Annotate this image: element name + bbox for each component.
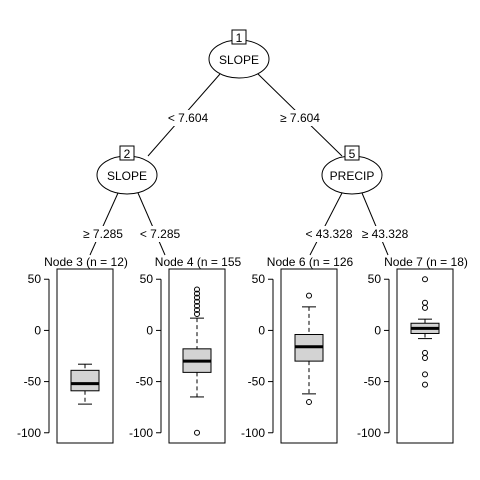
y-tick-label: -50 <box>24 375 42 389</box>
outlier-point <box>422 304 428 311</box>
y-tick-label: -50 <box>136 375 154 389</box>
y-tick-label: -50 <box>248 375 266 389</box>
y-tick-label: 50 <box>28 272 42 286</box>
outlier-point <box>422 355 428 362</box>
y-tick-label: -100 <box>357 426 381 440</box>
edge-2-4 <box>137 192 166 256</box>
node-id-box <box>231 29 247 45</box>
edge-5-6 <box>309 192 343 256</box>
outlier-point <box>422 371 428 378</box>
outlier-point <box>306 399 312 406</box>
edge-2-3 <box>89 192 119 256</box>
y-tick-label: -50 <box>364 375 382 389</box>
panel-title: Node 6 (n = 126 <box>267 255 354 269</box>
node-id: 1 <box>236 31 243 45</box>
outlier-point <box>422 276 428 283</box>
edge-label-2-3: ≥ 7.285 <box>83 227 123 241</box>
y-tick-label: 50 <box>252 272 266 286</box>
outlier-point <box>194 286 200 293</box>
y-tick-label: 0 <box>374 323 381 337</box>
edge-label-bg <box>166 110 210 126</box>
node-id: 2 <box>124 147 131 161</box>
y-tick-label: 0 <box>34 323 41 337</box>
y-tick-label: 50 <box>140 272 154 286</box>
y-tick-label: -100 <box>17 426 41 440</box>
panel-title: Node 3 (n = 12) <box>44 255 128 269</box>
panel-title: Node 4 (n = 155 <box>155 255 242 269</box>
outlier-point <box>422 381 428 388</box>
edge-label-bg <box>136 226 182 242</box>
outlier-point <box>194 429 200 436</box>
node-split-variable: PRECIP <box>330 169 375 183</box>
edge-label-bg <box>80 226 126 242</box>
edge-label-5-6: < 43.328 <box>305 227 352 241</box>
outlier-point <box>194 306 200 313</box>
iqr-box <box>70 369 100 392</box>
edge-label-2-4: < 7.285 <box>140 227 181 241</box>
y-tick-label: 0 <box>258 323 265 337</box>
boxplot-panel-node-3: Node 3 (n = 12)50 0 -50 -100 <box>17 255 128 444</box>
edge-5-7 <box>361 192 389 256</box>
tree-node-2: SLOPE 2 <box>96 145 158 195</box>
node-split-variable: SLOPE <box>107 169 147 183</box>
panel-frame <box>56 268 114 444</box>
edge-label-1-5: ≥ 7.604 <box>280 111 320 125</box>
boxplot-panel-node-7: Node 7 (n = 18)50 0 -50 -100 <box>357 255 468 444</box>
outlier-point <box>194 290 200 297</box>
edge-label-bg <box>302 226 356 242</box>
edge-label-bg <box>357 226 413 242</box>
node-id-box <box>344 145 360 161</box>
outlier-point <box>194 294 200 301</box>
node-id: 5 <box>349 147 356 161</box>
outlier-point <box>194 298 200 305</box>
y-tick-label: 0 <box>146 323 153 337</box>
outlier-point <box>194 302 200 309</box>
edge-label-5-7: ≥ 43.328 <box>362 227 409 241</box>
panel-title: Node 7 (n = 18) <box>384 255 468 269</box>
y-tick-label: 50 <box>368 272 382 286</box>
y-tick-label: -100 <box>241 426 265 440</box>
node-split-variable: SLOPE <box>219 53 259 67</box>
outlier-point <box>194 311 200 318</box>
edge-label-bg <box>276 110 324 126</box>
node-id-box <box>119 145 135 161</box>
tree-node-5: PRECIP 5 <box>321 145 383 195</box>
edge-label-1-2: < 7.604 <box>168 111 209 125</box>
y-tick-label: -100 <box>129 426 153 440</box>
tree-node-1: SLOPE 1 <box>208 29 270 79</box>
outlier-point <box>306 292 312 299</box>
